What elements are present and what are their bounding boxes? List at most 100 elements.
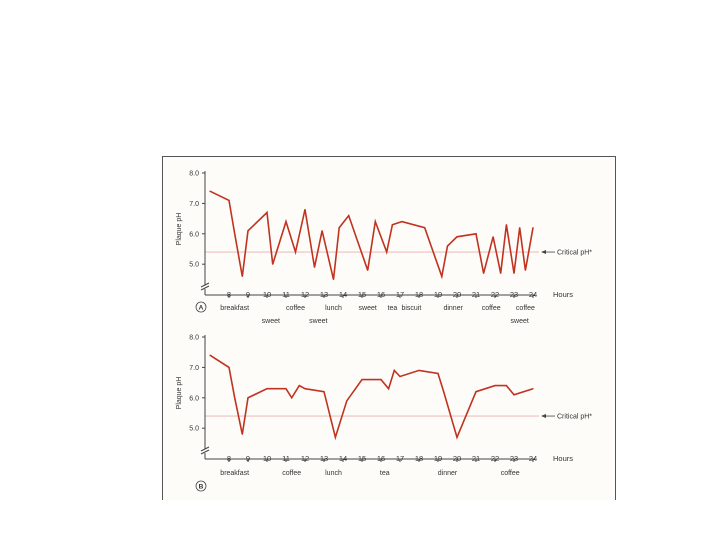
data-point (304, 388, 306, 390)
y-tick-label: 8.0 (189, 171, 199, 178)
x-tick-label: 12 (301, 454, 309, 463)
event-label: sweet (511, 318, 529, 325)
event-label: biscuit (401, 305, 421, 312)
x-tick-label: 24 (529, 290, 537, 299)
data-point (524, 269, 526, 271)
data-point (241, 433, 243, 435)
event-label: sweet (262, 318, 280, 325)
chart-panel-a: 8.0 7.0 6.0 5.0 Plaque pH 8 9 10 11 12 13 14 15 16 17 1… (176, 171, 592, 326)
critical-ph-label: Critical pH* (557, 414, 592, 421)
x-tick-label: 11 (282, 290, 290, 299)
data-point (228, 199, 230, 201)
data-point (298, 385, 300, 387)
axis-break-mark (200, 449, 210, 455)
axis-break-mark (200, 285, 210, 291)
data-point (323, 391, 325, 393)
x-tick-label: 21 (472, 454, 480, 463)
panel-label-circle (195, 480, 207, 492)
series-line-plaque-ph (209, 354, 534, 441)
data-point (348, 214, 350, 217)
y-tick-label: 7.0 (189, 201, 199, 208)
y-tick-label: 5.0 (189, 426, 199, 433)
chart-canvas: 8.0 7.0 6.0 5.0 Plaque pH 8 9 10 11 12 13 14 15 16 17 1… (176, 171, 592, 492)
y-tick-label: 6.0 (189, 231, 199, 238)
data-point (386, 251, 388, 253)
critical-arrow-head (541, 250, 546, 255)
event-label: tea (388, 305, 398, 312)
data-point (285, 221, 287, 223)
data-point (332, 278, 335, 280)
event-label: coffee (516, 305, 535, 312)
data-point (361, 378, 363, 381)
data-point (285, 388, 287, 390)
x-tick-label: 15 (358, 290, 366, 299)
x-tick-label: 9 (246, 454, 250, 463)
data-point (234, 233, 236, 235)
x-tick-label: 22 (491, 290, 499, 299)
panel-label: A (199, 305, 204, 312)
data-point (313, 266, 316, 268)
data-point (338, 227, 340, 229)
x-tick-label: 18 (415, 290, 423, 299)
x-tick-label: 8 (227, 454, 231, 463)
data-point (519, 227, 521, 229)
data-point (441, 275, 443, 277)
data-point (483, 272, 485, 274)
y-tick-label: 6.0 (189, 395, 199, 402)
x-tick-label: 17 (396, 454, 404, 463)
data-point (380, 378, 382, 381)
x-tick-label: 13 (320, 290, 328, 299)
data-point (446, 245, 449, 247)
data-point (367, 269, 369, 271)
x-tick-label: 14 (339, 290, 347, 299)
event-label: breakfast (220, 470, 249, 477)
data-point (247, 230, 249, 232)
y-axis-label: Plaque pH (176, 213, 183, 246)
x-tick-label: 13 (320, 454, 328, 463)
data-point (209, 354, 211, 356)
data-point (346, 400, 348, 402)
y-tick-label: 7.0 (189, 365, 199, 372)
x-tick-label: 19 (434, 454, 442, 463)
event-label: lunch (325, 305, 342, 312)
x-tick-label: 12 (301, 290, 309, 299)
event-label: coffee (482, 305, 501, 312)
data-point (304, 208, 306, 211)
x-tick-label: 21 (472, 290, 480, 299)
data-point (399, 375, 401, 378)
data-point (418, 369, 420, 372)
data-point (456, 436, 458, 438)
event-label: breakfast (220, 305, 249, 312)
data-point (266, 211, 268, 214)
data-point (234, 397, 236, 399)
x-tick-label: 17 (396, 290, 404, 299)
data-point (513, 394, 515, 396)
event-label: dinner (443, 305, 463, 312)
data-point (424, 227, 426, 229)
data-point (321, 230, 323, 232)
data-point (266, 388, 268, 390)
data-point (492, 236, 494, 238)
panel-label-circle (195, 301, 207, 313)
data-point (294, 251, 297, 253)
event-label: sweet (309, 318, 327, 325)
x-tick-label: 10 (263, 454, 271, 463)
y-axis-label: Plaque pH (176, 377, 183, 410)
x-tick-label: 11 (282, 454, 290, 463)
data-point (334, 436, 336, 438)
data-point (505, 385, 507, 387)
x-tick-label: 8 (227, 290, 231, 299)
y-tick-label: 5.0 (189, 262, 199, 269)
series-line-plaque-ph (209, 190, 534, 280)
data-point (209, 190, 211, 192)
data-point (532, 227, 534, 229)
x-tick-label: 19 (434, 290, 442, 299)
x-tick-label: 16 (377, 290, 385, 299)
event-label: lunch (325, 470, 342, 477)
data-point (500, 272, 502, 274)
x-tick-label: 18 (415, 454, 423, 463)
x-tick-label: 23 (510, 454, 518, 463)
x-tick-label: 14 (339, 454, 347, 463)
data-point (393, 369, 395, 372)
chart-panel-b: 8.0 7.0 6.0 5.0 Plaque pH 8 9 10 11 12 13 14 15 16 17 1… (176, 335, 592, 492)
